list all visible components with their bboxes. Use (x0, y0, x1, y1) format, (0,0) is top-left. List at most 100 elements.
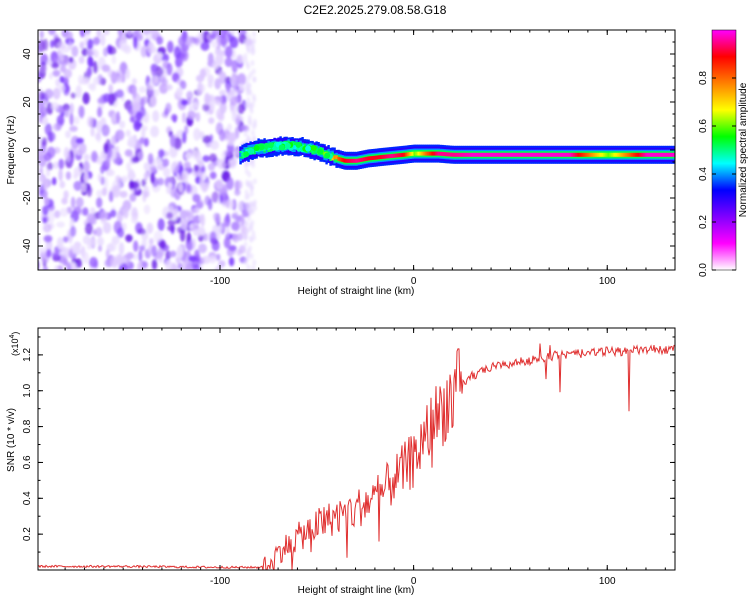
noise-blob (237, 200, 244, 212)
noise-blob (38, 246, 47, 254)
signal-core (539, 152, 542, 157)
noise-blob (210, 140, 220, 150)
signal-clump (317, 148, 324, 155)
noise-blob (79, 41, 85, 49)
noise-blob (99, 209, 108, 222)
noise-blob (207, 162, 216, 171)
noise-blob (139, 245, 146, 252)
signal-core (573, 152, 576, 157)
noise-blob (149, 30, 159, 35)
noise-blob (226, 177, 234, 190)
noise-blob (44, 88, 54, 99)
signal-core (475, 152, 478, 157)
signal-core (489, 152, 492, 157)
signal-core (391, 153, 394, 158)
noise-blob (87, 56, 93, 67)
signal-core (583, 152, 586, 157)
noise-blob (249, 190, 254, 197)
noise-blob (148, 88, 155, 97)
signal-core (513, 152, 516, 157)
spectrogram-noise (38, 30, 258, 270)
noise-blob (102, 30, 110, 36)
colorbar-gradient (711, 29, 737, 271)
signal-core (413, 151, 416, 156)
signal-core (417, 151, 420, 156)
noise-blob (193, 164, 199, 172)
noise-blob (103, 176, 109, 190)
noise-blob (53, 161, 59, 170)
noise-blob (63, 68, 72, 79)
noise-blob (210, 100, 216, 111)
noise-blob (94, 49, 99, 59)
signal-core (239, 152, 242, 157)
noise-blob (138, 250, 143, 262)
noise-blob (86, 238, 96, 247)
signal-core (493, 152, 496, 157)
noise-blob (156, 52, 163, 59)
signal-core (403, 152, 406, 157)
noise-blob (159, 240, 166, 249)
noise-blob (211, 30, 220, 37)
colorbar-tick-label: 0.2 (698, 215, 709, 229)
noise-blob (59, 180, 66, 189)
snr-frame (37, 327, 676, 571)
noise-blob (115, 253, 124, 266)
noise-blob (101, 124, 110, 137)
x-tick-label: 0 (411, 576, 417, 587)
noise-blob (244, 220, 249, 227)
noise-blob (100, 34, 106, 47)
signal-core (355, 158, 358, 163)
noise-blob (93, 77, 100, 85)
noise-blob (44, 196, 49, 207)
signal-core (501, 152, 504, 157)
noise-blob (42, 265, 49, 270)
signal-core (595, 152, 598, 157)
noise-blob (127, 30, 132, 37)
signal-core (545, 152, 548, 157)
noise-blob (218, 70, 226, 82)
noise-blob (141, 178, 147, 187)
noise-blob (85, 50, 94, 57)
signal-core (627, 152, 630, 157)
noise-blob (85, 222, 93, 236)
signal-core (581, 152, 584, 157)
signal-core (395, 153, 398, 158)
noise-blob (64, 105, 69, 118)
noise-blob (253, 178, 257, 185)
noise-blob (126, 162, 131, 172)
noise-blob (78, 105, 85, 118)
signal-clump (243, 151, 250, 158)
y-tick-label: 0.8 (22, 419, 33, 433)
noise-blob (132, 102, 142, 112)
noise-blob (69, 125, 78, 132)
noise-blob (42, 223, 52, 233)
noise-blob (133, 240, 139, 252)
noise-blob (52, 123, 62, 132)
noise-blob (176, 245, 184, 259)
noise-blob (195, 112, 201, 122)
noise-blob (82, 92, 90, 105)
signal-core (527, 152, 530, 157)
noise-blob (122, 207, 129, 219)
noise-blob (152, 110, 160, 123)
noise-blob (51, 62, 60, 69)
noise-blob (83, 160, 90, 173)
signal-core (401, 152, 404, 157)
spectrogram-y-label: Frequency (Hz) (6, 116, 17, 185)
noise-blob (251, 230, 256, 237)
noise-blob (111, 55, 117, 65)
colorbar-tick-label: 0.0 (698, 263, 709, 277)
noise-blob (69, 56, 74, 64)
noise-blob (137, 261, 144, 270)
signal-core (663, 152, 666, 157)
signal-core (557, 152, 560, 157)
signal-core (415, 151, 418, 156)
noise-blob (94, 132, 102, 141)
signal-core (371, 156, 374, 160)
signal-core (359, 158, 362, 162)
signal-core (563, 152, 566, 157)
noise-blob (223, 237, 231, 249)
signal-core (405, 152, 408, 157)
noise-blob (74, 258, 83, 268)
noise-blob (87, 38, 94, 50)
